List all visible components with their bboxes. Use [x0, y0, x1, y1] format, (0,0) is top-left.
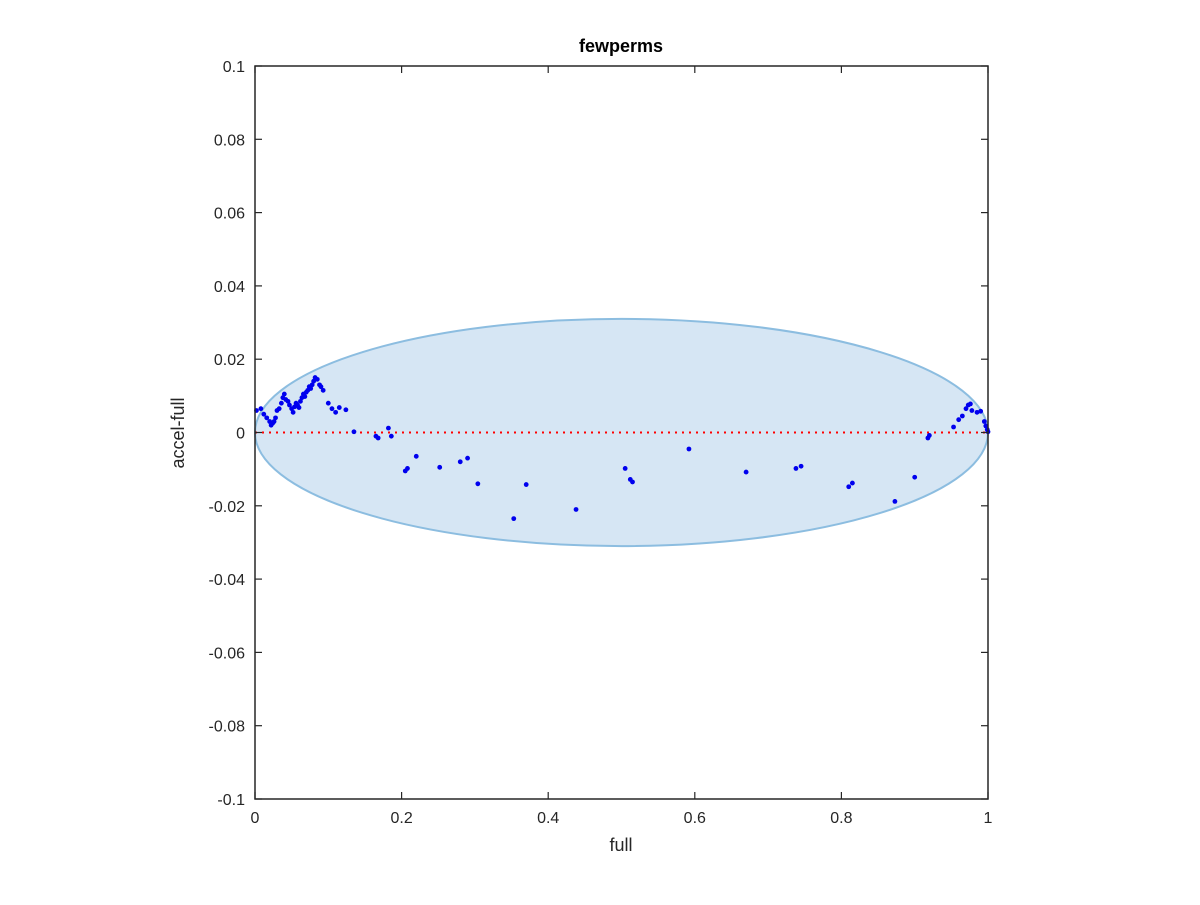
data-point [686, 446, 692, 452]
y-tick-label: 0 [236, 426, 245, 443]
y-tick-label: 0.1 [223, 59, 245, 76]
data-point [926, 433, 932, 438]
data-point [523, 482, 529, 487]
data-point [276, 406, 282, 412]
data-point [296, 405, 302, 410]
data-point [457, 459, 463, 465]
data-point [333, 409, 339, 415]
data-point [465, 455, 470, 461]
data-point [956, 417, 962, 423]
data-point [311, 378, 317, 384]
data-point [963, 406, 969, 412]
data-point [285, 398, 291, 404]
data-point [290, 409, 296, 415]
data-point [630, 479, 635, 485]
data-point [287, 402, 292, 408]
data-point [351, 429, 357, 435]
y-tick-label: -0.08 [209, 719, 246, 736]
y-tick-label: -0.1 [217, 792, 245, 809]
data-point [846, 484, 852, 490]
data-point [981, 419, 987, 424]
data-point [318, 384, 324, 390]
x-tick-label: 1 [984, 810, 993, 827]
data-point [983, 423, 989, 429]
data-point [258, 406, 264, 412]
x-tick-label: 0.2 [390, 810, 412, 827]
data-point [386, 425, 391, 431]
data-point [798, 463, 804, 469]
data-point [273, 415, 278, 421]
data-point [405, 466, 410, 471]
chart-title: fewperms [579, 36, 663, 56]
y-tick-label: 0.02 [214, 352, 245, 369]
x-tick-label: 0.8 [830, 810, 852, 827]
data-point [573, 507, 579, 512]
y-tick-label: 0.08 [214, 132, 245, 149]
data-point [437, 464, 443, 470]
data-point [475, 481, 481, 487]
data-point [261, 411, 267, 417]
x-tick-label: 0.4 [537, 810, 559, 827]
data-point [271, 419, 277, 424]
data-point [511, 516, 517, 522]
data-point [978, 408, 984, 414]
data-point [388, 433, 394, 439]
x-axis-label: full [609, 835, 632, 855]
y-tick-label: -0.02 [209, 499, 246, 516]
y-tick-label: 0.04 [214, 279, 245, 296]
data-point [959, 413, 965, 419]
data-point [969, 408, 975, 413]
data-point [264, 415, 270, 421]
data-point [308, 386, 314, 391]
y-tick-label: -0.04 [209, 572, 246, 589]
y-tick-label: -0.06 [209, 645, 246, 662]
y-tick-label: 0.06 [214, 206, 245, 223]
data-point [320, 387, 326, 393]
y-ticks: -0.1 -0.08 -0.06 -0.04 -0.02 0 0.02 0.04 0.06 0.0… [209, 59, 988, 809]
data-point [298, 398, 303, 404]
data-point [302, 394, 308, 399]
data-point [622, 466, 628, 471]
data-point [278, 400, 284, 406]
data-point [849, 480, 855, 486]
data-point [329, 406, 335, 412]
data-point [968, 401, 973, 407]
data-point [281, 391, 287, 397]
y-axis-label: accel-full [168, 397, 188, 468]
data-point [314, 376, 320, 382]
data-point [325, 400, 331, 406]
x-tick-label: 0 [251, 810, 260, 827]
data-point [413, 453, 419, 459]
data-point [743, 469, 749, 475]
points-layer [254, 375, 991, 522]
data-point [336, 405, 342, 410]
data-point [951, 424, 956, 430]
data-point [912, 474, 918, 480]
data-point [974, 409, 980, 415]
data-point [892, 499, 898, 504]
x-ticks: 0 0.2 0.4 0.6 0.8 1 [251, 66, 993, 827]
data-point [793, 466, 799, 471]
data-point [375, 435, 381, 441]
x-tick-label: 0.6 [684, 810, 706, 827]
data-point [343, 407, 349, 413]
data-point [309, 382, 315, 388]
